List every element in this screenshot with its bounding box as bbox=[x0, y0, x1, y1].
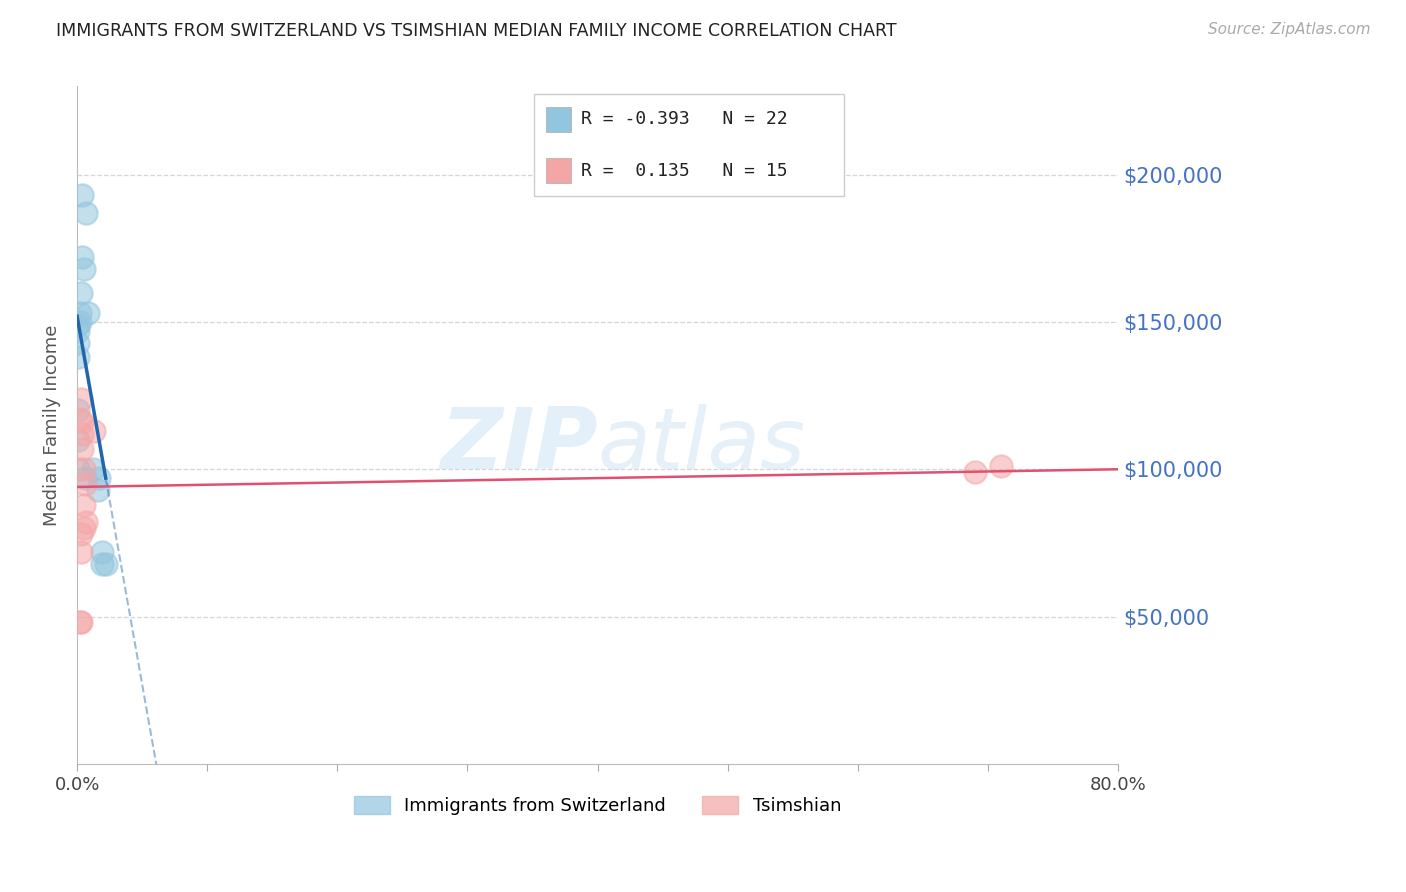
Point bbox=[70, 545, 93, 559]
Point bbox=[87, 483, 110, 497]
Point bbox=[73, 471, 96, 485]
Point bbox=[72, 521, 94, 535]
Text: Source: ZipAtlas.com: Source: ZipAtlas.com bbox=[1208, 22, 1371, 37]
Point bbox=[67, 324, 90, 338]
Point bbox=[82, 462, 104, 476]
Point bbox=[72, 442, 94, 456]
Point bbox=[90, 545, 112, 559]
Point bbox=[72, 462, 94, 476]
Point bbox=[67, 335, 90, 350]
Y-axis label: Median Family Income: Median Family Income bbox=[44, 325, 60, 525]
Text: atlas: atlas bbox=[598, 404, 806, 487]
Point bbox=[90, 557, 112, 571]
Point bbox=[70, 415, 93, 429]
Text: R =  0.135   N = 15: R = 0.135 N = 15 bbox=[581, 161, 787, 179]
Point bbox=[72, 426, 94, 441]
Point bbox=[69, 315, 91, 329]
Point bbox=[72, 262, 94, 277]
Point bbox=[75, 206, 97, 220]
Point bbox=[70, 527, 93, 541]
Point bbox=[69, 412, 91, 426]
Point bbox=[963, 465, 986, 479]
Point bbox=[67, 351, 90, 365]
Text: IMMIGRANTS FROM SWITZERLAND VS TSIMSHIAN MEDIAN FAMILY INCOME CORRELATION CHART: IMMIGRANTS FROM SWITZERLAND VS TSIMSHIAN… bbox=[56, 22, 897, 40]
Point bbox=[75, 516, 97, 530]
Point bbox=[76, 306, 98, 320]
Text: R = -0.393   N = 22: R = -0.393 N = 22 bbox=[581, 111, 787, 128]
Point bbox=[72, 188, 94, 202]
Point bbox=[67, 318, 90, 332]
Point bbox=[70, 615, 93, 630]
Point bbox=[69, 615, 91, 630]
Point bbox=[72, 250, 94, 264]
Point bbox=[89, 471, 111, 485]
Point bbox=[70, 392, 93, 406]
Point bbox=[83, 424, 105, 438]
Point bbox=[67, 433, 90, 447]
Point bbox=[67, 403, 90, 417]
Point bbox=[72, 498, 94, 512]
Text: ZIP: ZIP bbox=[440, 404, 598, 487]
Point bbox=[70, 285, 93, 300]
Point bbox=[73, 477, 96, 491]
Point bbox=[66, 462, 89, 476]
Legend: Immigrants from Switzerland, Tsimshian: Immigrants from Switzerland, Tsimshian bbox=[347, 789, 849, 822]
Point bbox=[990, 459, 1012, 474]
Point bbox=[69, 306, 91, 320]
Point bbox=[94, 557, 117, 571]
